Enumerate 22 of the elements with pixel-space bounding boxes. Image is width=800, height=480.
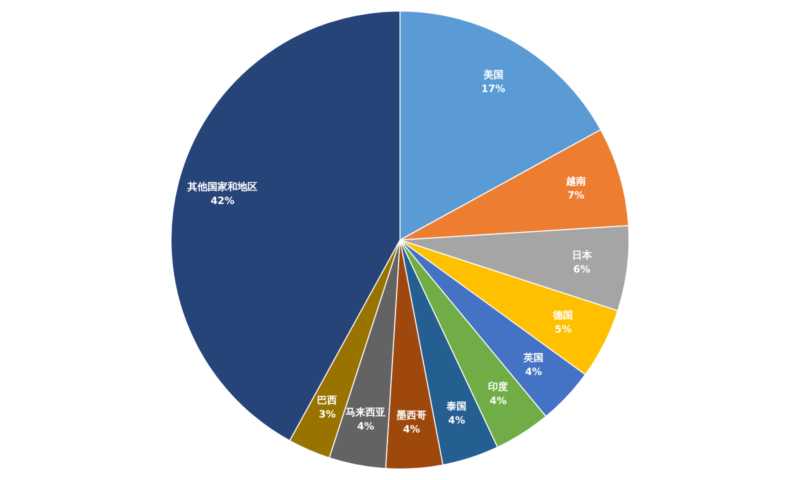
slice-label: 巴西 <box>317 396 338 407</box>
slice-label: 墨西哥 <box>396 409 427 422</box>
data-label: 4% <box>448 416 466 427</box>
data-label: 17% <box>481 84 506 95</box>
slice-label: 美国 <box>482 68 504 81</box>
data-label: 4% <box>403 424 420 436</box>
slice-label: 泰国 <box>446 400 467 413</box>
slice-label: 英国 <box>522 352 544 364</box>
data-label: 6% <box>573 264 590 276</box>
slice-label: 日本 <box>572 249 593 262</box>
slice-label: 马来西亚 <box>346 406 386 418</box>
data-label: 42% <box>210 196 235 207</box>
data-label: 5% <box>554 324 572 336</box>
slice-label: 其他国家和地区 <box>186 180 258 193</box>
data-label: 4% <box>525 366 542 378</box>
data-label: 4% <box>490 396 507 408</box>
data-label: 7% <box>567 190 584 202</box>
data-label: 4% <box>357 421 374 432</box>
slice-label: 印度 <box>488 381 508 394</box>
data-label: 3% <box>318 410 336 421</box>
slice-label: 德国 <box>552 310 574 322</box>
slice-label: 越南 <box>564 175 586 188</box>
